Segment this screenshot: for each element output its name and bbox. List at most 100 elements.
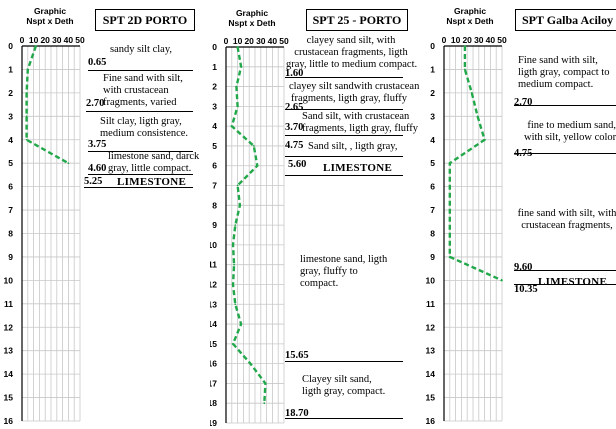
- y-tick-label: 9: [430, 252, 435, 262]
- x-tick-label: 0: [224, 36, 229, 46]
- spt-data-point: [256, 164, 259, 167]
- spt-data-point: [233, 263, 236, 266]
- y-tick-label: 8: [8, 229, 13, 239]
- y-tick-label: 7: [430, 205, 435, 215]
- y-tick-label: 19: [210, 418, 217, 428]
- spt-data-point: [463, 45, 466, 47]
- layer-label: Fine sand with silt, ligth gray, compact…: [518, 55, 610, 90]
- limestone-label: LIMESTONE: [538, 276, 608, 288]
- depth-mark: 0.65: [88, 57, 107, 68]
- depth-mark: 15.65: [285, 350, 309, 361]
- spt-data-point: [448, 209, 451, 211]
- y-tick-label: 13: [426, 346, 436, 356]
- y-tick-label: 1: [8, 64, 13, 74]
- x-tick-label: 10: [29, 35, 39, 45]
- depth-mark: 5.25: [84, 176, 103, 187]
- chart-title: SPT 25 - PORTO: [306, 9, 408, 31]
- spt-data-point: [236, 184, 239, 187]
- y-tick-label: 13: [210, 299, 217, 309]
- layer-boundary: [86, 111, 193, 112]
- y-tick-label: 14: [426, 369, 436, 379]
- y-tick-label: 0: [430, 41, 435, 51]
- x-tick-label: 50: [497, 35, 507, 45]
- layer-boundary: [285, 156, 403, 157]
- spt-data-point: [252, 145, 255, 147]
- depth-mark: 2.65: [285, 102, 304, 113]
- layer-boundary: [514, 105, 616, 106]
- y-tick-label: 6: [8, 182, 13, 192]
- spt-data-point: [448, 162, 451, 165]
- y-tick-label: 0: [8, 41, 13, 51]
- graphic-header: Graphic Nspt x Deth: [228, 8, 276, 28]
- depth-mark: 1.60: [285, 68, 304, 79]
- layer-label: sandy silt clay,: [110, 44, 173, 55]
- layer-boundary: [88, 151, 193, 152]
- spt-data-point: [448, 256, 451, 258]
- spt-data-point: [235, 85, 238, 88]
- layer-boundary: [285, 135, 403, 136]
- y-tick-label: 4: [430, 135, 435, 145]
- spt-data-point: [232, 283, 234, 286]
- x-tick-label: 30: [52, 35, 62, 45]
- layer-boundary: [88, 70, 193, 71]
- y-tick-label: 6: [212, 161, 217, 171]
- x-tick-label: 20: [244, 36, 254, 46]
- y-tick-label: 16: [426, 416, 436, 426]
- y-tick-label: 16: [210, 359, 217, 369]
- spt-data-point: [232, 243, 234, 246]
- spt-data-point: [35, 45, 37, 47]
- x-tick-label: 50: [75, 35, 85, 45]
- chart-title: SPT Galba Aciloy: [515, 9, 616, 31]
- panel-spt-2d-porto: Graphic Nspt x Deth 0 10 20 30 40 50 0 1 2 3 4 5 6 7 8…: [0, 0, 205, 429]
- layer-boundary: [84, 187, 193, 188]
- y-tick-label: 2: [212, 82, 217, 92]
- layer-label: limestone sand, ligth gray, fluffy to co…: [300, 254, 388, 289]
- layer-label: fine to medium sand, with silt, yellow c…: [524, 120, 616, 143]
- y-tick-label: 5: [8, 158, 13, 168]
- y-tick-label: 13: [4, 346, 14, 356]
- x-tick-label: 50: [279, 36, 289, 46]
- depth-mark: 9.60: [514, 262, 533, 273]
- y-tick-label: 10: [4, 275, 14, 285]
- chart-title: SPT 2D PORTO: [95, 9, 195, 31]
- panel-spt-galba-aciloy: Graphic Nspt x Deth 0 10 20 30 40 50 0 1 2 3 4 5 6 7 8…: [420, 0, 616, 429]
- layer-label: Clayey silt sand, ligth gray, compact.: [302, 374, 386, 397]
- layer-boundary: [514, 270, 616, 271]
- x-tick-label: 0: [20, 35, 25, 45]
- spt-data-point: [476, 115, 479, 118]
- spt-data-point: [470, 91, 473, 94]
- y-tick-label: 10: [210, 240, 217, 250]
- spt-data-point: [234, 303, 237, 306]
- depth-mark: 2.70: [86, 98, 105, 109]
- x-tick-label: 40: [64, 35, 74, 45]
- layer-label: Sand silt, , ligth gray,: [308, 141, 398, 152]
- layer-boundary: [285, 175, 403, 176]
- depth-mark: 4.60: [88, 163, 107, 174]
- layer-boundary: [285, 361, 403, 362]
- spt-data-point: [483, 138, 486, 141]
- layer-label: clayey silt sandwith crustacean fragment…: [289, 81, 420, 104]
- spt-data-point: [264, 382, 267, 385]
- depth-mark: 5.60: [288, 159, 307, 170]
- x-tick-label: 30: [256, 36, 266, 46]
- y-tick-label: 15: [426, 393, 436, 403]
- y-tick-label: 10: [426, 275, 436, 285]
- spt-data-point: [240, 323, 242, 325]
- y-tick-label: 9: [8, 252, 13, 262]
- spt-data-point: [25, 138, 28, 141]
- panel-spt-25-porto: Graphic Nspt x Deth 0 10 20 30 40 50 0 1 2 3 4 5 6 7 8…: [210, 0, 420, 429]
- layer-label: fine sand with silt, with crustacean fra…: [517, 208, 616, 231]
- y-tick-label: 14: [210, 319, 217, 329]
- y-tick-label: 11: [426, 299, 435, 309]
- y-tick-label: 15: [210, 339, 217, 349]
- spt-data-point: [239, 204, 241, 207]
- y-tick-label: 7: [212, 181, 217, 191]
- spt-data-point: [236, 46, 239, 48]
- spt-data-point: [501, 279, 503, 282]
- x-tick-label: 10: [233, 36, 243, 46]
- y-tick-label: 12: [426, 322, 436, 332]
- layer-boundary: [514, 284, 616, 285]
- layer-label: Sand silt, with crustacean fragments, li…: [302, 111, 419, 134]
- spt-data-point: [234, 224, 237, 227]
- x-tick-label: 10: [451, 35, 461, 45]
